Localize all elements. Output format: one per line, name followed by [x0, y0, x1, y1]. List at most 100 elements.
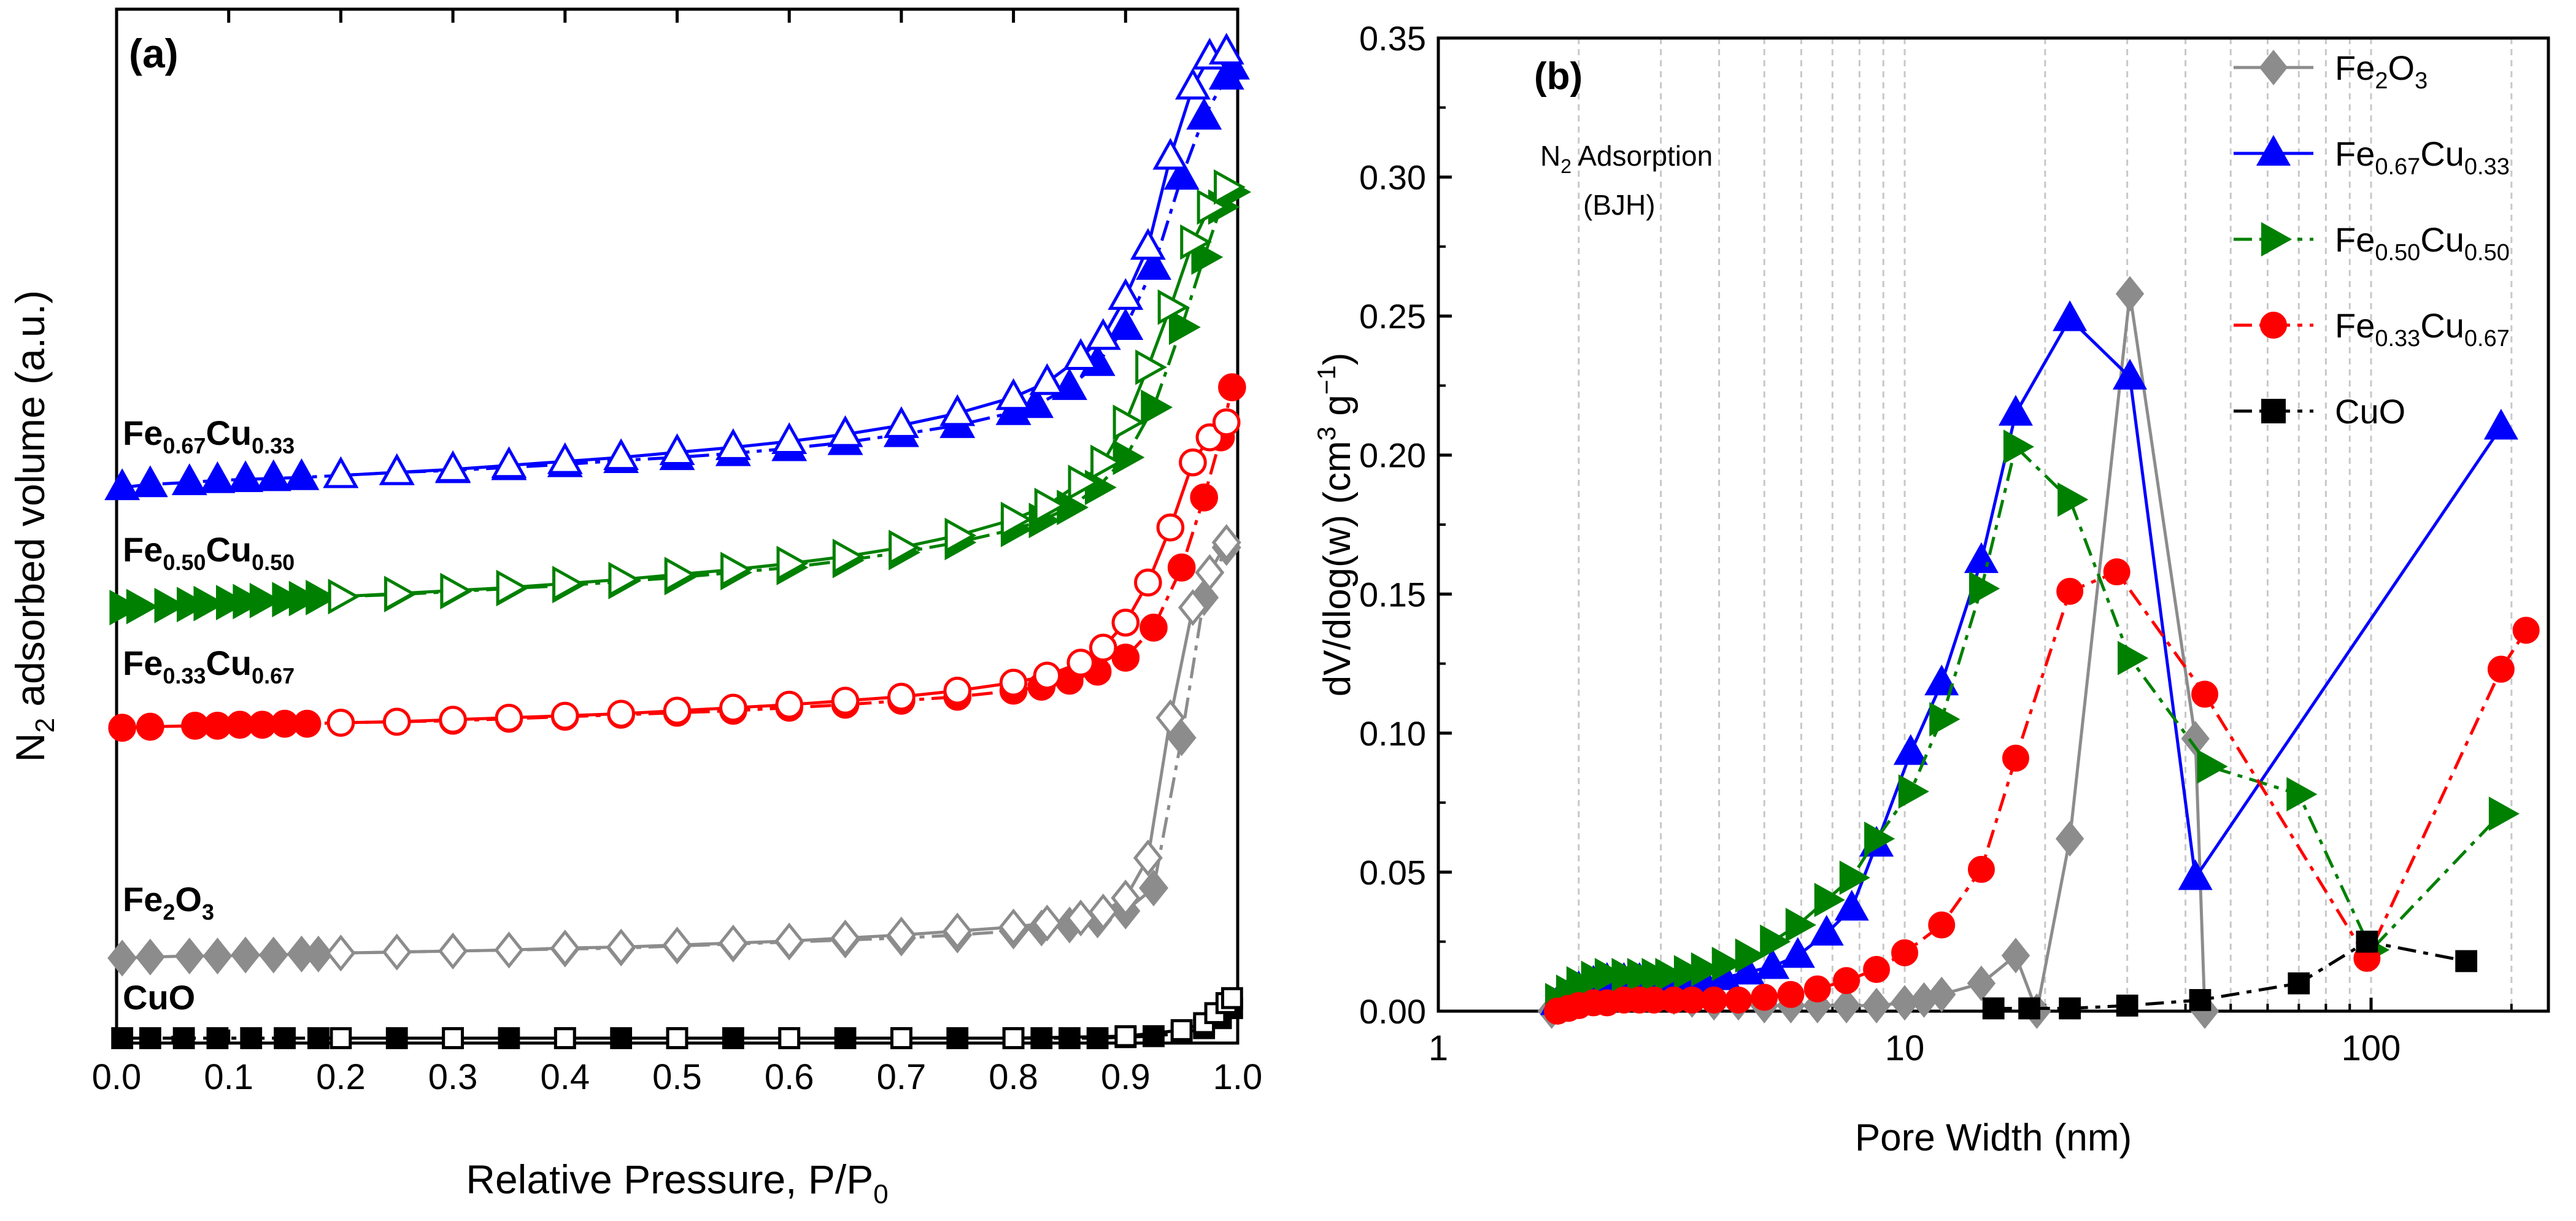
label-base2: Cu	[206, 414, 252, 452]
data-point	[1928, 911, 1956, 939]
adsorption-point	[1143, 1025, 1165, 1047]
desorption-point	[775, 690, 803, 719]
desorption-point	[1133, 839, 1163, 877]
data-point	[1673, 955, 1705, 990]
data-point	[1967, 965, 1996, 1001]
label-sub1: 0.33	[163, 663, 206, 688]
data-point	[1893, 734, 1928, 765]
y-title-sup1: 3	[1312, 426, 1341, 441]
adsorption-point	[126, 588, 158, 625]
desorption-point	[1195, 554, 1225, 591]
desorption-point	[1002, 1027, 1025, 1049]
desorption-point	[326, 709, 355, 737]
desorption-point	[1211, 524, 1241, 561]
panel-b-y-ticks: 0.00 0.05 0.10 0.15 0.20 0.25 0.30 0.35	[1359, 19, 1452, 1031]
data-point	[1755, 948, 1790, 979]
label-base1: Fe	[123, 414, 163, 452]
data-point	[1982, 997, 2005, 1020]
y-tick-label: 0.20	[1359, 436, 1426, 475]
data-point	[1700, 986, 1728, 1014]
desorption-point	[553, 1027, 576, 1049]
desorption-point	[1090, 444, 1122, 480]
desorption-point	[496, 569, 528, 606]
legend-marker	[2261, 221, 2293, 257]
desorption-point	[1170, 1019, 1193, 1041]
label-sub2: 0.50	[252, 550, 295, 575]
desorption-point	[1000, 501, 1033, 537]
data-point	[2055, 821, 2084, 857]
adsorption-point	[1141, 389, 1173, 425]
data-point	[1864, 822, 1895, 857]
series-Fe2O3	[107, 524, 1241, 977]
curve-label-CuO: CuO	[123, 978, 195, 1017]
panel-b-y-axis-title: dV/dlog(w) (cm3 g−1)	[1312, 353, 1359, 697]
y-title-end: )	[1316, 353, 1359, 366]
data-point	[1751, 984, 1778, 1011]
series-Fe0.33Cu0.67	[108, 373, 1246, 742]
y-tick-label: 0.10	[1359, 714, 1426, 753]
x-tick-label: 0.9	[1101, 1057, 1151, 1097]
legend-label: Fe0.67Cu0.33	[2335, 134, 2510, 180]
annotation-rest: Adsorption	[1571, 140, 1713, 172]
desorption-point	[943, 676, 972, 705]
desorption-point	[1178, 589, 1208, 626]
desorption-point	[944, 517, 977, 553]
desorption-point	[778, 1027, 801, 1049]
legend-marker	[2256, 134, 2291, 166]
data-point	[1998, 395, 2033, 426]
data-point	[1927, 976, 1956, 1012]
desorption-point	[939, 394, 976, 426]
series-Fe0.33Cu0.67	[1544, 558, 2540, 1025]
adsorption-point	[171, 463, 207, 495]
data-point	[1891, 939, 1919, 966]
desorption-point	[326, 934, 356, 972]
desorption-point	[659, 433, 695, 465]
x-axis-title-subscript: 0	[873, 1179, 888, 1209]
adsorption-point	[498, 1027, 520, 1049]
adsorption-point	[136, 712, 164, 741]
desorption-point	[1180, 224, 1213, 260]
legend-base2: Cu	[2420, 134, 2464, 173]
legend-marker	[2260, 312, 2287, 339]
data-point	[2001, 938, 2030, 974]
desorption-point	[830, 919, 860, 957]
annotation-n2-adsorption: N2 Adsorption	[1540, 140, 1713, 177]
data-point	[2191, 680, 2219, 708]
adsorption-line	[122, 547, 1228, 960]
desorption-point	[328, 579, 360, 615]
desorption-point	[603, 438, 639, 471]
x-tick-label: 0.1	[204, 1057, 253, 1097]
data-point	[1898, 774, 1929, 809]
desorption-point	[1068, 464, 1100, 501]
annotation-sub: 2	[1560, 155, 1571, 177]
desorption-point	[547, 442, 583, 474]
legend-marker	[2259, 49, 2288, 86]
desorption-point	[1034, 487, 1066, 523]
desorption-point	[995, 378, 1032, 410]
desorption-point	[606, 928, 636, 966]
desorption-point	[720, 552, 752, 588]
panel-a-y-axis-title: N2 adsorbed volume (a.u.)	[7, 290, 60, 762]
desorption-point	[1066, 649, 1095, 677]
desorption-point	[384, 576, 416, 612]
data-point	[2116, 995, 2138, 1017]
adsorption-point	[834, 1027, 857, 1049]
desorption-point	[890, 1027, 912, 1049]
desorption-point	[608, 561, 641, 598]
adsorption-point	[274, 1027, 296, 1049]
desorption-point	[832, 539, 865, 574]
desorption-point	[435, 450, 471, 482]
data-point	[1809, 914, 1844, 946]
legend-base1: Fe	[2335, 48, 2375, 87]
data-point	[1862, 987, 1891, 1023]
series-line	[1556, 444, 2502, 1001]
data-point	[1969, 571, 2000, 606]
data-point	[1832, 987, 1861, 1023]
adsorption-point	[258, 936, 288, 974]
curve-label-Fe2O3: Fe2O3	[123, 880, 214, 925]
desorption-point	[1157, 289, 1190, 325]
legend-base2: Cu	[2420, 220, 2464, 259]
desorption-point	[1197, 189, 1229, 225]
desorption-point	[550, 930, 580, 967]
series-line	[1551, 293, 2207, 1017]
